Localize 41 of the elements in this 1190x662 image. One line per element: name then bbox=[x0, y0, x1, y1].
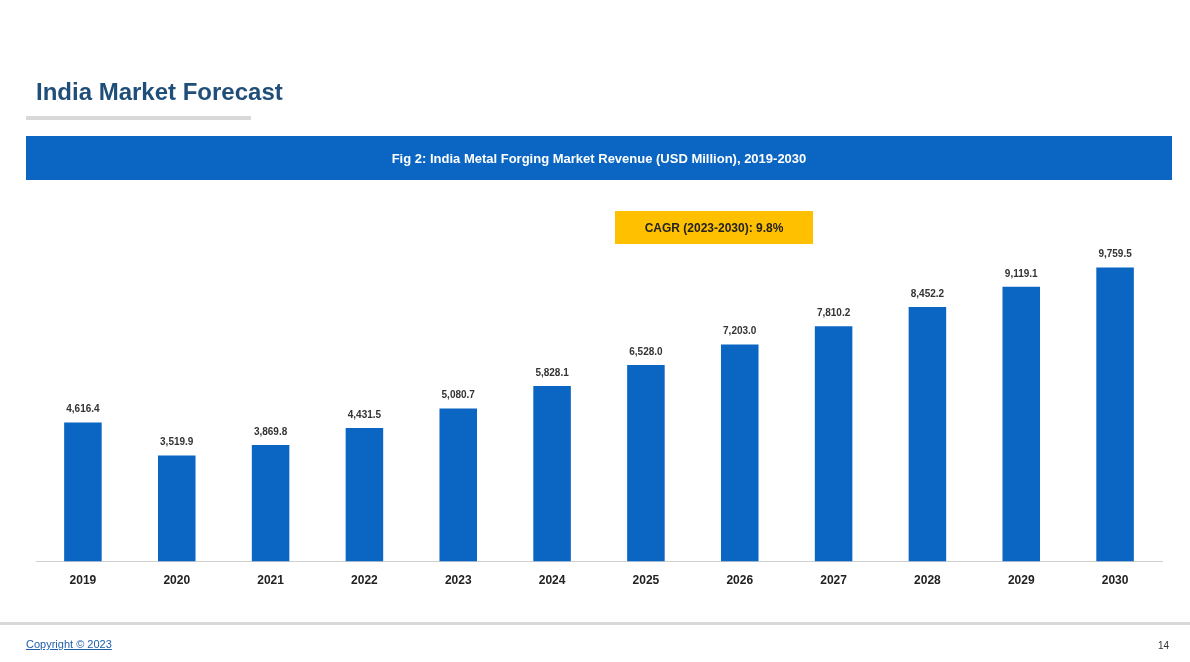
bar bbox=[1002, 286, 1041, 562]
bar bbox=[908, 306, 947, 562]
bar bbox=[64, 422, 102, 562]
bar bbox=[533, 385, 571, 562]
chart-subtitle: Fig 2: India Metal Forging Market Revenue (USD Million), 2019-2030 bbox=[26, 136, 1172, 180]
bar bbox=[720, 344, 759, 562]
x-tick-label: 2030 bbox=[1101, 573, 1129, 588]
data-label: 9,119.1 bbox=[1004, 267, 1039, 279]
data-label: 4,616.4 bbox=[66, 403, 101, 415]
text: 14 bbox=[1158, 640, 1170, 651]
x-tick-label: 2026 bbox=[726, 573, 754, 588]
x-tick-label: 2022 bbox=[351, 573, 379, 588]
bar bbox=[157, 455, 196, 562]
x-tick-label: 2027 bbox=[820, 573, 848, 588]
x-tick-label: 2020 bbox=[163, 573, 191, 588]
data-label: 4,431.5 bbox=[347, 408, 382, 420]
bar bbox=[345, 428, 384, 562]
x-tick-label: 2024 bbox=[538, 573, 566, 588]
x-tick-label: 2029 bbox=[1007, 573, 1035, 588]
data-label: 7,203.0 bbox=[723, 325, 757, 337]
data-label: 3,519.9 bbox=[160, 436, 194, 448]
text: Copyright © 2023 bbox=[26, 638, 112, 650]
x-tick-label: 2021 bbox=[257, 573, 285, 588]
data-label: 3,869.8 bbox=[253, 425, 288, 437]
data-label: 6,528.0 bbox=[629, 345, 664, 357]
bar bbox=[439, 408, 478, 562]
x-tick-label: 2025 bbox=[632, 573, 660, 588]
bar bbox=[251, 444, 290, 562]
data-label: 8,452.2 bbox=[910, 287, 945, 299]
x-tick-label: 2019 bbox=[69, 573, 97, 588]
data-label: 5,080.7 bbox=[441, 389, 476, 401]
chart-title: India Market Forecast bbox=[36, 78, 283, 106]
x-tick-label: 2023 bbox=[444, 573, 472, 588]
data-label: 9,759.5 bbox=[1098, 248, 1133, 260]
bar bbox=[1096, 267, 1134, 562]
x-tick-label: 2028 bbox=[914, 573, 942, 588]
data-label: 7,810.2 bbox=[816, 307, 851, 318]
text: CAGR (2023-2030): 9.8% bbox=[615, 211, 813, 244]
bar bbox=[814, 326, 853, 562]
data-label: 5,828.1 bbox=[535, 366, 570, 378]
bar bbox=[627, 364, 665, 562]
